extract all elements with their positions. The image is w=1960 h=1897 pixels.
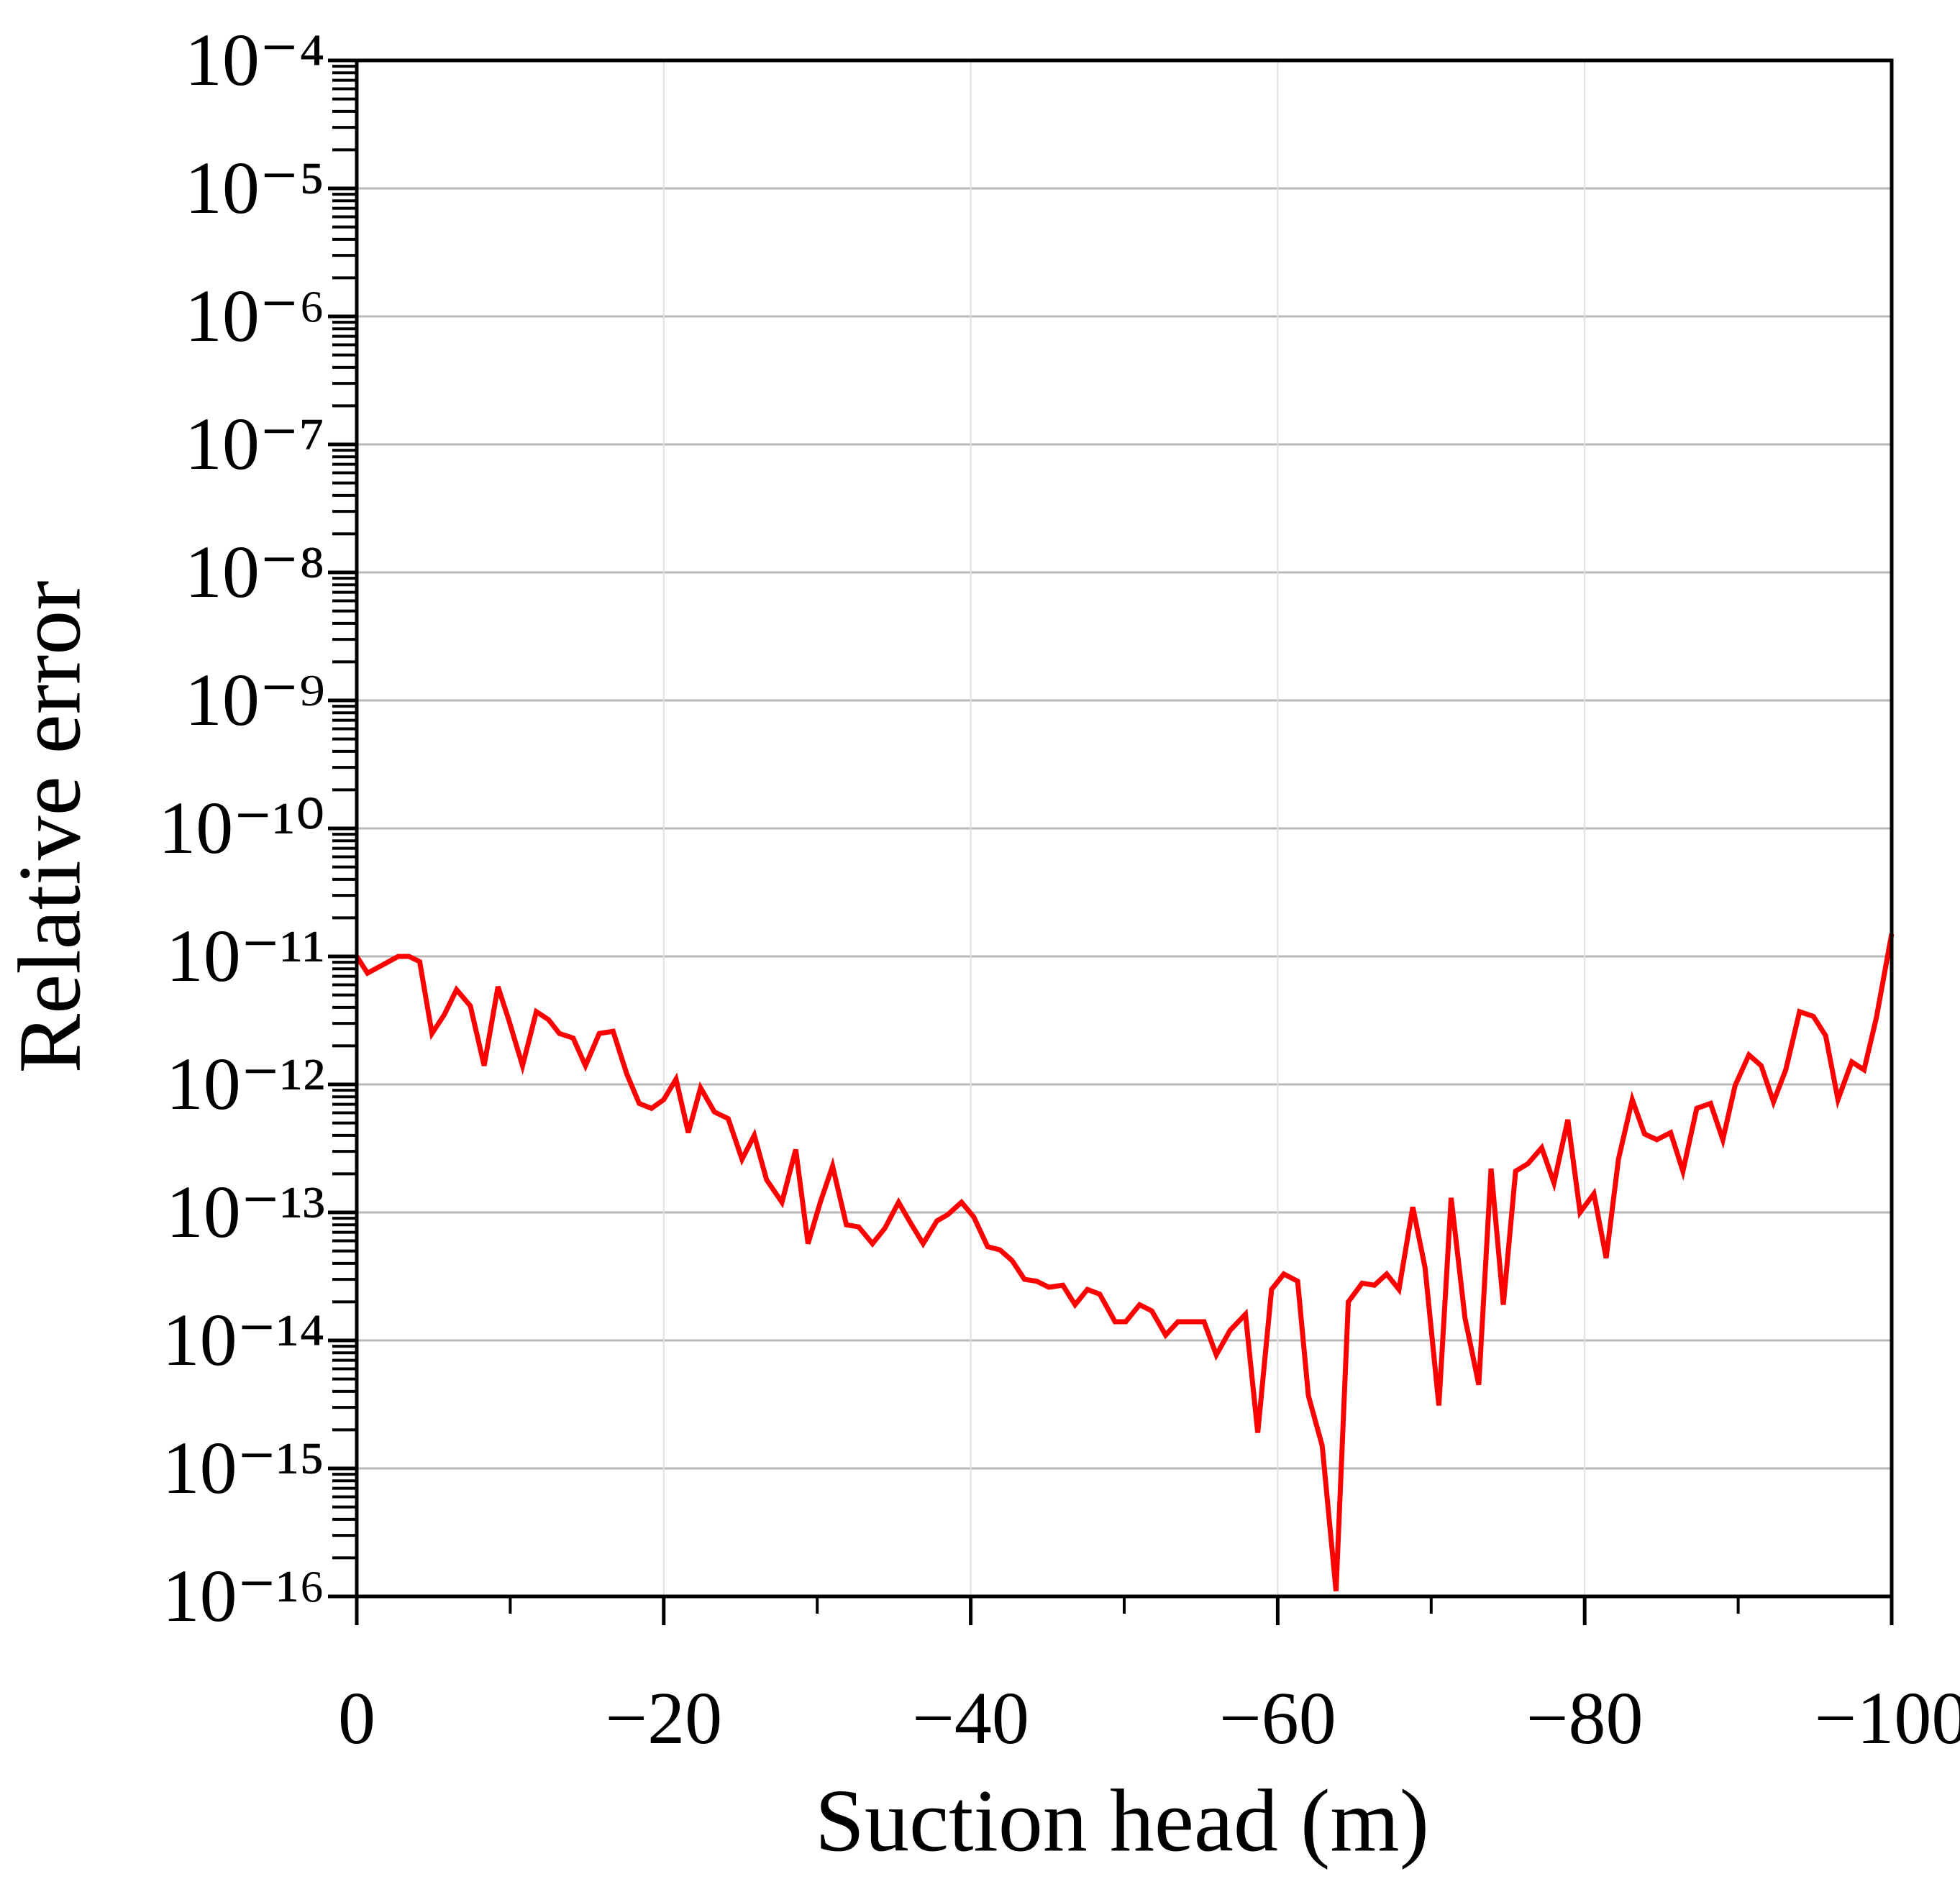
y-tick-label: 10⁻⁵ (185, 147, 325, 229)
y-tick-label: 10⁻¹¹ (166, 915, 325, 997)
y-tick-label: 10⁻¹⁵ (163, 1427, 325, 1509)
data-line (355, 933, 1895, 1591)
y-tick-label: 10⁻⁴ (185, 19, 325, 101)
x-tick-label: −20 (605, 1677, 722, 1760)
y-axis-title: Relative error (0, 580, 99, 1073)
y-tick-label: 10⁻⁸ (185, 531, 325, 613)
y-tick-label: 10⁻¹³ (166, 1171, 325, 1253)
x-tick-label: −80 (1526, 1677, 1644, 1760)
x-axis-title: Suction head (m) (815, 1771, 1429, 1870)
y-tick-label: 10⁻¹⁰ (158, 787, 325, 869)
y-tick-label: 10⁻¹⁶ (163, 1555, 325, 1637)
y-tick-label: 10⁻⁷ (185, 403, 325, 485)
x-tick-label: −60 (1219, 1677, 1336, 1760)
y-tick-label: 10⁻¹² (166, 1043, 325, 1125)
y-tick-label: 10⁻¹⁴ (163, 1299, 325, 1381)
plot-frame (355, 58, 1894, 1599)
y-tick-label: 10⁻⁹ (185, 659, 325, 741)
x-tick-label: 0 (338, 1677, 375, 1760)
x-tick-label: −100 (1815, 1677, 1960, 1760)
y-tick-label: 10⁻⁶ (185, 275, 325, 357)
x-tick-label: −40 (912, 1677, 1029, 1760)
